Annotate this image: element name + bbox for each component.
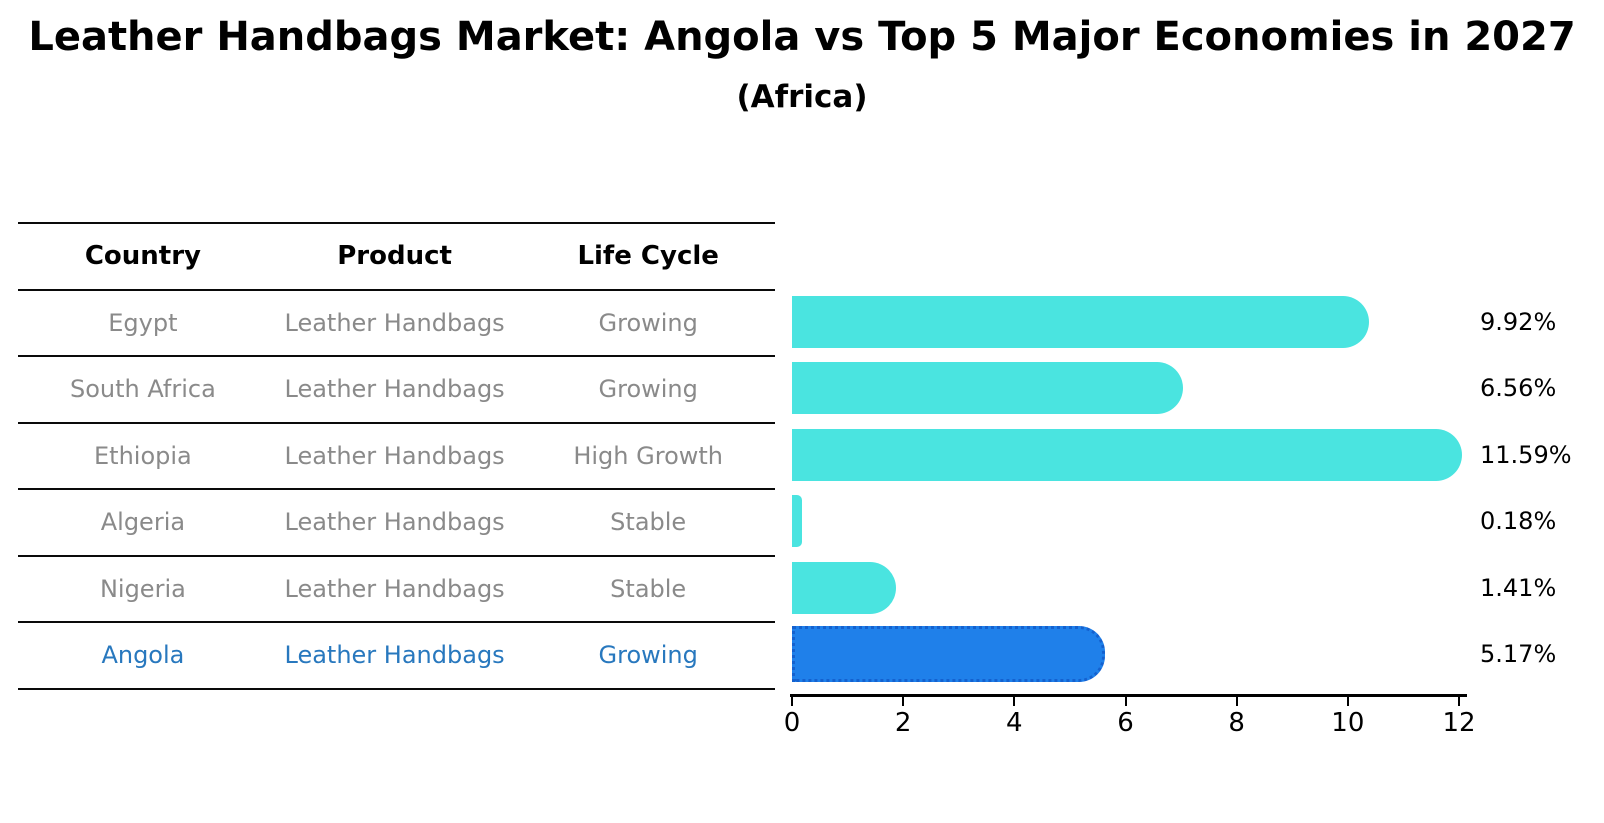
bar-value-label: 0.18% xyxy=(1480,507,1557,536)
x-axis-tick-label: 8 xyxy=(1228,708,1245,738)
chart-title: Leather Handbags Market: Angola vs Top 5… xyxy=(28,14,1576,60)
x-axis-tick xyxy=(1124,697,1127,706)
cell-product: Leather Handbags xyxy=(284,441,505,470)
x-axis-tick xyxy=(1013,697,1016,706)
x-axis-line xyxy=(790,694,1467,697)
column-header: Country xyxy=(84,240,201,271)
x-axis-tick xyxy=(902,697,905,706)
cell-life-cycle: Stable xyxy=(610,508,687,537)
x-axis-tick-label: 12 xyxy=(1442,708,1476,738)
cell-life-cycle: High Growth xyxy=(573,441,724,470)
cell-product: Leather Handbags xyxy=(284,508,505,537)
x-axis-tick-label: 6 xyxy=(1117,708,1134,738)
table-row: Ethiopia Leather Handbags High Growth xyxy=(18,421,775,489)
cell-country: Egypt xyxy=(108,308,178,337)
cell-country: Algeria xyxy=(100,508,186,537)
bar-algeria xyxy=(792,495,802,548)
bar-value-label: 9.92% xyxy=(1480,307,1557,336)
cell-life-cycle: Stable xyxy=(610,574,687,603)
bar-value-label: 1.41% xyxy=(1480,573,1557,602)
bar-egypt xyxy=(792,295,1370,348)
x-axis-tick xyxy=(791,697,793,706)
cell-product: Leather Handbags xyxy=(284,308,505,337)
bar-value-label: 11.59% xyxy=(1480,440,1572,469)
column-header: Product xyxy=(337,240,452,271)
table-row: Angola Leather Handbags Growing xyxy=(18,621,775,688)
x-axis-tick xyxy=(1458,697,1460,706)
cell-product: Leather Handbags xyxy=(284,375,505,404)
cell-country: Angola xyxy=(101,641,185,670)
x-axis-tick-label: 2 xyxy=(894,708,912,738)
chart-subtitle: (Africa) xyxy=(736,79,868,115)
table-row: Nigeria Leather Handbags Stable xyxy=(18,554,775,622)
cell-country: South Africa xyxy=(69,375,216,404)
cell-life-cycle: Growing xyxy=(598,308,698,337)
column-header: Life Cycle xyxy=(577,240,719,271)
table-row: South Africa Leather Handbags Growing xyxy=(18,355,775,422)
x-axis-tick xyxy=(1235,697,1238,706)
x-axis-tick xyxy=(1346,697,1349,706)
cell-life-cycle: Growing xyxy=(598,375,698,404)
cell-country: Nigeria xyxy=(99,574,186,603)
table-header-row: Country Product Life Cycle xyxy=(18,222,775,289)
bar-value-label: 6.56% xyxy=(1480,374,1557,403)
bar-south-africa xyxy=(792,362,1183,415)
table-row: Egypt Leather Handbags Growing xyxy=(18,288,775,356)
bar-ethiopia xyxy=(792,428,1463,481)
cell-country: Ethiopia xyxy=(94,441,192,470)
cell-product: Leather Handbags xyxy=(284,641,505,670)
x-axis-tick-label: 4 xyxy=(1006,708,1023,738)
table-row: Algeria Leather Handbags Stable xyxy=(18,488,775,555)
table-bottom-line xyxy=(18,687,775,690)
bar-angola xyxy=(792,626,1106,683)
x-axis-tick-label: 0 xyxy=(783,708,801,738)
bar-nigeria xyxy=(792,561,897,614)
bar-value-label: 5.17% xyxy=(1480,640,1557,669)
x-axis-tick-label: 10 xyxy=(1331,708,1365,738)
cell-product: Leather Handbags xyxy=(284,574,505,603)
cell-life-cycle: Growing xyxy=(598,641,698,670)
